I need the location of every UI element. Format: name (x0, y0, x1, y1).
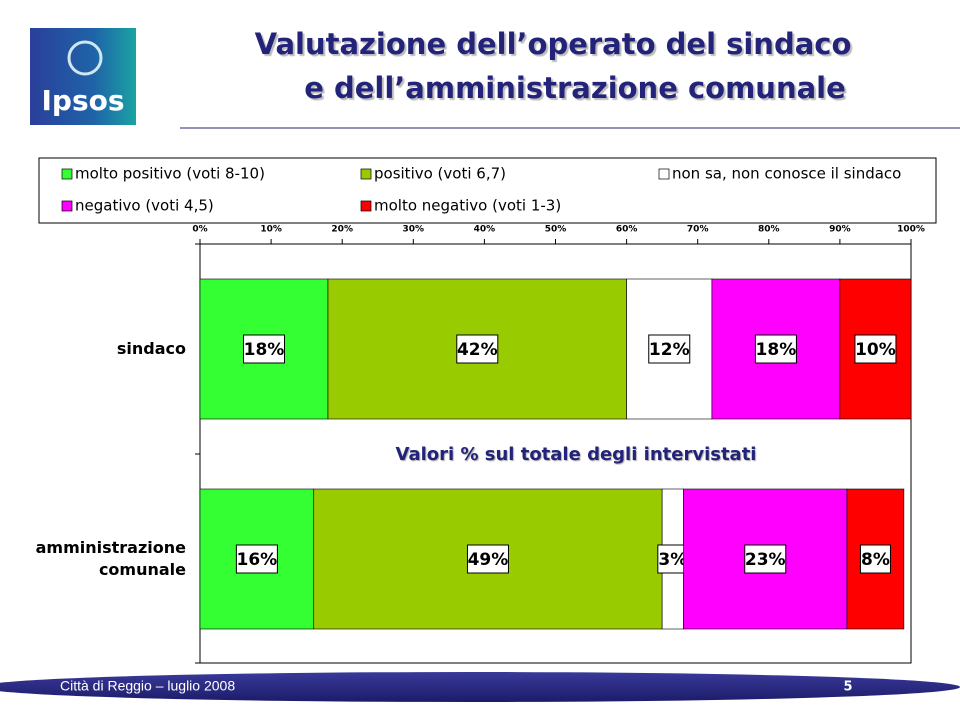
page-number: 5 (843, 680, 852, 695)
x-tick-label: 10% (260, 225, 282, 235)
title-line: e dell’amministrazione comunale (304, 71, 846, 105)
x-tick-label: 20% (331, 225, 353, 235)
value-label: 10% (855, 340, 896, 360)
footer-band (0, 672, 960, 702)
x-tick-label: 70% (687, 225, 709, 235)
legend-swatch (61, 168, 73, 180)
value-label-box (859, 544, 891, 574)
legend-swatch (658, 168, 670, 180)
logo-box (30, 28, 136, 125)
value-label: 3% (658, 550, 687, 570)
value-label-box (657, 544, 689, 574)
legend-box (38, 157, 937, 224)
footer-text: Città di Reggio – luglio 2008 (60, 678, 235, 694)
category-label: sindaco (116, 339, 186, 358)
x-tick-label: 30% (403, 225, 425, 235)
value-label-box (456, 334, 499, 364)
x-tick-label: 40% (474, 225, 496, 235)
x-tick-label: 50% (545, 225, 567, 235)
x-tick-label: 100% (897, 225, 925, 235)
value-label-box (648, 334, 691, 364)
x-tick-label: 80% (758, 225, 780, 235)
x-tick-label: 90% (829, 225, 851, 235)
category-label: amministrazione comunale (35, 538, 186, 579)
legend-swatch (360, 168, 372, 180)
value-label: 42% (457, 340, 498, 360)
value-label: 8% (861, 550, 890, 570)
annotation: Valori % sul totale degli intervistati (396, 444, 757, 465)
legend-swatch (61, 200, 73, 212)
x-tick-label: 0% (192, 225, 207, 235)
legend-label: molto negativo (voti 1-3) (374, 197, 561, 215)
value-label: 18% (756, 340, 797, 360)
value-label-box (466, 544, 509, 574)
legend-label: non sa, non conosce il sindaco (672, 165, 901, 183)
logo-text: Ipsos (41, 84, 124, 117)
value-label: 16% (237, 550, 278, 570)
value-label: 49% (468, 550, 509, 570)
value-label: 12% (649, 340, 690, 360)
value-label-box (854, 334, 897, 364)
legend-swatch (360, 200, 372, 212)
value-label: 23% (745, 550, 786, 570)
value-label-box (754, 334, 797, 364)
value-label-box (242, 334, 285, 364)
x-tick-label: 60% (616, 225, 638, 235)
value-label: 18% (244, 340, 285, 360)
value-label-box (235, 544, 278, 574)
legend-label: negativo (voti 4,5) (75, 197, 214, 215)
value-label-box (744, 544, 787, 574)
bar-segment (846, 488, 905, 630)
title-line: Valutazione dell’operato del sindaco (255, 27, 852, 61)
legend-label: molto positivo (voti 8-10) (75, 165, 265, 183)
legend-label: positivo (voti 6,7) (374, 165, 506, 183)
logo-figure (67, 40, 103, 76)
